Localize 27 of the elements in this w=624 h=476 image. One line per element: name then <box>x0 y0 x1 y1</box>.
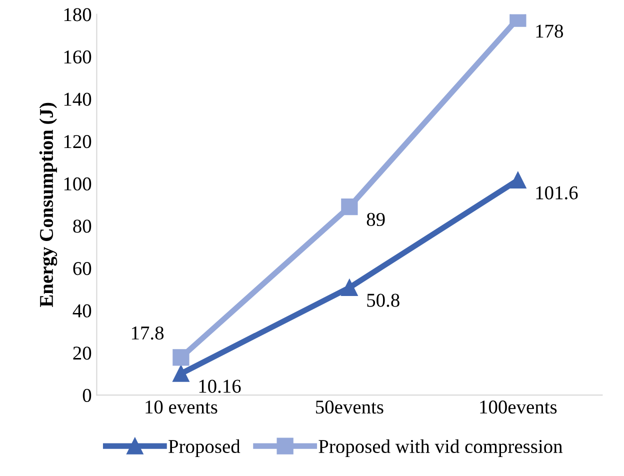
data-label: 10.16 <box>199 380 241 393</box>
data-label: 101.6 <box>536 186 578 200</box>
y-tick-label: 140 <box>64 92 92 106</box>
legend-label: Proposed <box>168 439 240 457</box>
data-label: 89 <box>366 212 385 226</box>
x-tick-label: 50events <box>316 400 384 414</box>
y-tick-label: 180 <box>64 8 92 22</box>
y-tick-label: 40 <box>72 304 92 318</box>
y-tick-label: 60 <box>73 262 92 276</box>
point <box>341 279 358 296</box>
point <box>341 198 358 216</box>
y-axis-title: Energy Consumption (J) <box>39 102 58 307</box>
y-tick-label: 100 <box>64 177 92 190</box>
data-label: 17.8 <box>132 326 164 340</box>
data-label: 50.8 <box>367 294 400 307</box>
legend-label: Proposed with vid compression <box>318 439 562 457</box>
y-tick-label: 0 <box>82 388 92 402</box>
point <box>510 172 526 188</box>
y-tick-label: 160 <box>64 50 92 64</box>
y-tick-label: 120 <box>64 135 92 148</box>
y-tick-label: 20 <box>73 346 92 360</box>
x-tick-label: 100events <box>480 400 557 414</box>
point <box>172 349 190 366</box>
data-label: 178 <box>536 24 564 38</box>
y-tick-label: 80 <box>73 220 92 233</box>
point <box>172 365 190 382</box>
x-tick-label: 10 events <box>146 400 218 414</box>
